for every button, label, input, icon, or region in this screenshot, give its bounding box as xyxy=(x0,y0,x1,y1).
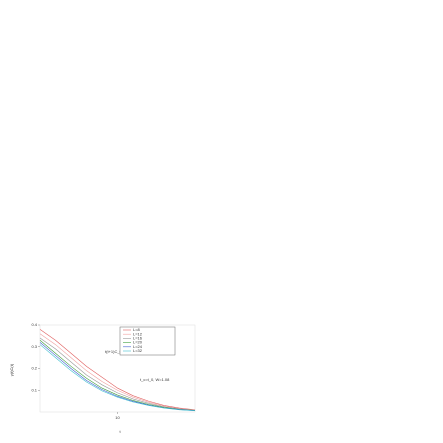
y-tick-label: 0.1 xyxy=(31,387,37,392)
annotation: t_c=t_0, W=1.08 xyxy=(140,377,170,382)
series-line xyxy=(39,344,196,411)
x-tick-label: 10 xyxy=(115,415,120,420)
y-axis-label: γ(t)C(t) xyxy=(9,363,14,376)
legend xyxy=(119,326,176,356)
legend-label: L=32 xyxy=(133,348,143,353)
legend-label: L=12 xyxy=(133,331,143,336)
series-line xyxy=(39,337,196,411)
legend-label: L=16 xyxy=(133,335,143,340)
y-tick-label: 0.3 xyxy=(31,344,37,349)
legend-label: L=8 xyxy=(133,327,141,332)
series-line xyxy=(39,333,196,411)
y-tick-label: 0.2 xyxy=(31,366,37,371)
legend-label: L=20 xyxy=(133,340,143,345)
series-line xyxy=(39,339,196,411)
legend-label: L=24 xyxy=(133,344,143,349)
series-line xyxy=(39,329,196,411)
y-tick-label: 0.4 xyxy=(31,322,37,327)
x-axis-label: t xyxy=(119,429,121,434)
annotation: t(t+1)C_t^LOW xyxy=(105,349,132,354)
